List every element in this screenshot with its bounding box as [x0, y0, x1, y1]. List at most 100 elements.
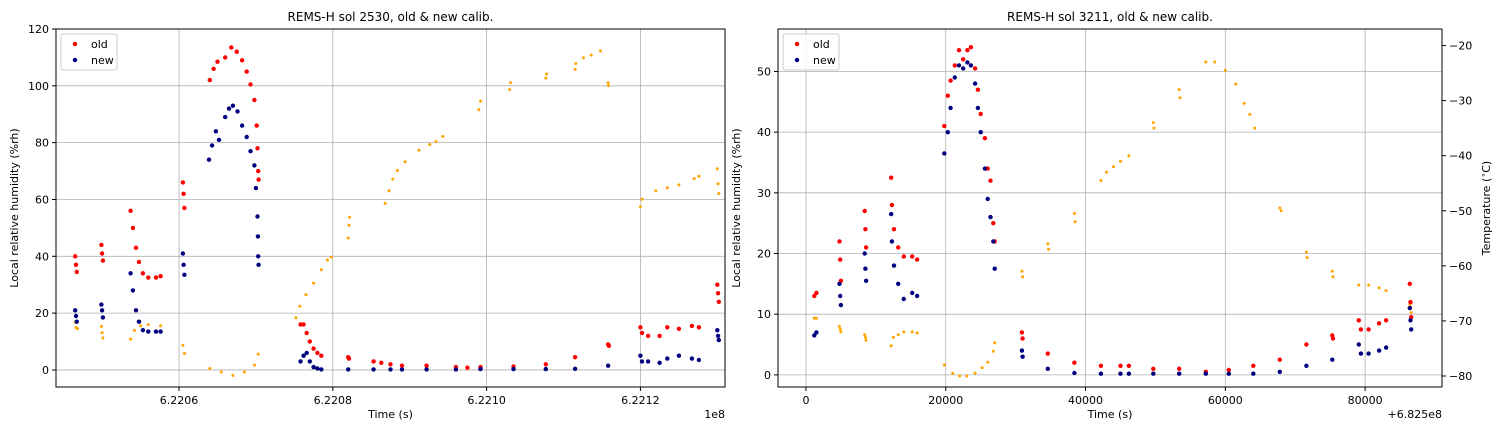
old-point-5 — [862, 208, 867, 214]
old-point-3 — [838, 257, 843, 262]
ticks-left: 6.2206 6.2208 6.2210 6.2212 0 20 40 60 80 100 120 — [28, 23, 660, 407]
new-point-19 — [956, 63, 962, 68]
y-axis-label-right: Local relative humidity (%rh) — [730, 128, 743, 287]
old-point-26 — [252, 97, 257, 103]
temperature-point-49 — [1330, 269, 1334, 273]
old-point-0 — [812, 293, 817, 299]
new-point-26 — [982, 166, 988, 171]
x-tick-label-0: 0 — [802, 394, 809, 407]
temperature-point-3 — [99, 324, 103, 328]
y-tick-label-1: 10 — [757, 308, 771, 321]
old-point-47 — [1356, 318, 1362, 323]
temperature-point-57 — [697, 174, 701, 178]
new-point-53 — [639, 359, 645, 364]
new-point-12 — [901, 296, 906, 302]
temperature-point-5 — [863, 333, 867, 337]
new-point-45 — [424, 367, 429, 372]
temperature-point-18 — [256, 352, 260, 356]
temperature-point-32 — [395, 169, 399, 172]
temperature-point-10 — [896, 333, 900, 337]
new-point-13 — [910, 290, 915, 296]
temperature-point-52 — [1367, 283, 1371, 287]
old-point-59 — [689, 323, 695, 329]
new-point-5 — [862, 251, 867, 256]
new-point-17 — [948, 105, 953, 111]
new-point-2 — [74, 319, 80, 324]
temperature-point-25 — [329, 255, 333, 259]
temperature-point-22 — [312, 281, 316, 285]
plot-frame-right — [777, 28, 1443, 388]
temperature-point-16 — [958, 374, 962, 378]
temp-tick-label-1: −70 — [1449, 315, 1472, 328]
temperature-point-52 — [640, 197, 644, 201]
new-point-28 — [252, 163, 257, 168]
temperature-point-43 — [1248, 112, 1252, 116]
new-point-6 — [128, 271, 133, 276]
temperature-axis-label: Temperature (∘C) — [1479, 161, 1493, 256]
temperature-point-32 — [1119, 159, 1122, 163]
x-tick-label-2: 40000 — [1068, 394, 1103, 407]
new-series-right — [812, 60, 1414, 376]
old-point-19 — [215, 59, 220, 64]
new-point-34 — [1072, 370, 1077, 376]
old-point-25 — [978, 111, 983, 117]
new-point-40 — [319, 367, 324, 372]
temperature-point-53 — [654, 189, 658, 193]
temperature-point-7 — [132, 328, 136, 332]
y-tick-label-2: 40 — [35, 250, 49, 263]
temperature-point-46 — [582, 56, 585, 60]
new-point-43 — [1277, 369, 1283, 374]
temperature-point-42 — [544, 76, 548, 80]
new-point-50 — [572, 366, 578, 371]
temperature-point-17 — [252, 363, 256, 367]
new-point-39 — [1177, 371, 1182, 376]
old-point-16 — [182, 205, 187, 211]
old-point-43 — [399, 363, 405, 368]
new-point-50 — [1383, 345, 1389, 350]
old-point-29 — [256, 168, 261, 174]
old-series-left — [73, 45, 721, 370]
x-axis-label-left: Time (s) — [367, 408, 413, 421]
new-point-40 — [1203, 371, 1209, 376]
new-point-8 — [889, 211, 894, 217]
old-point-38 — [1151, 366, 1156, 371]
y-tick-label-5: 50 — [757, 65, 771, 78]
new-point-7 — [863, 278, 869, 283]
old-point-24 — [975, 87, 981, 92]
temperature-point-9 — [146, 323, 150, 327]
new-point-1 — [73, 313, 79, 319]
new-point-31 — [1019, 348, 1025, 353]
old-point-10 — [891, 227, 897, 232]
new-point-41 — [1226, 371, 1232, 376]
old-point-34 — [307, 339, 312, 344]
new-point-45 — [1330, 357, 1335, 362]
new-point-48 — [1366, 351, 1371, 356]
temperature-point-7 — [864, 338, 868, 342]
old-point-27 — [254, 123, 259, 128]
y-tick-label-3: 30 — [757, 187, 771, 200]
old-point-50 — [1376, 321, 1382, 326]
old-point-53 — [1408, 299, 1413, 305]
old-point-20 — [961, 57, 966, 62]
old-point-63 — [716, 299, 721, 304]
new-point-48 — [511, 366, 516, 372]
legend-new-marker-right — [794, 57, 800, 63]
legend-right: old new — [782, 33, 840, 71]
new-point-51 — [605, 363, 611, 368]
new-point-5 — [100, 315, 106, 320]
new-point-8 — [133, 308, 139, 313]
temperature-point-27 — [347, 223, 351, 227]
temperature-point-39 — [479, 99, 482, 103]
new-point-15 — [181, 262, 186, 267]
old-series-right — [812, 45, 1414, 374]
new-point-32 — [256, 254, 261, 259]
old-point-53 — [638, 325, 643, 330]
legend-new-marker-left — [72, 57, 78, 63]
temperature-point-36 — [1177, 88, 1181, 92]
old-point-11 — [896, 245, 901, 250]
new-point-27 — [248, 149, 253, 154]
old-point-56 — [657, 333, 662, 339]
new-point-41 — [346, 367, 351, 372]
old-point-46 — [1330, 336, 1336, 341]
temperature-point-49 — [606, 81, 610, 85]
